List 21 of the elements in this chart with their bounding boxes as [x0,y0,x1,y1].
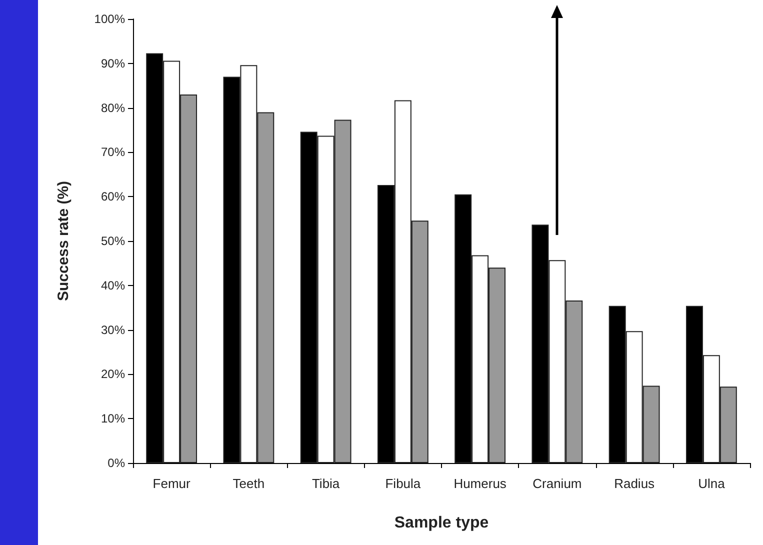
x-axis-title: Sample type [394,514,489,532]
x-tick-label: Ulna [698,476,726,491]
x-tick-label: Cranium [532,476,582,491]
y-tick-label: 80% [100,100,126,115]
x-tick-label: Teeth [232,476,265,491]
x-tick-label: Fibula [385,476,422,491]
y-tick-label: 30% [100,322,126,337]
y-tick-label: 20% [100,367,126,382]
y-tick-label: 70% [100,145,126,160]
x-tick-label: Tibia [312,476,340,491]
y-tick-label: 100% [94,12,126,26]
y-tick-label: 50% [100,234,126,248]
y-tick-label: 60% [100,190,126,204]
y-tick-label: 10% [100,412,126,426]
y-axis-title: Success rate (%) [55,180,72,302]
x-tick-label: Radius [614,476,656,491]
x-tick-label: Femur [152,476,192,491]
y-tick-label: 40% [100,278,126,292]
x-tick-label: Humerus [454,476,507,491]
y-tick-label: 0% [108,456,126,470]
y-tick-label: 90% [100,56,126,70]
